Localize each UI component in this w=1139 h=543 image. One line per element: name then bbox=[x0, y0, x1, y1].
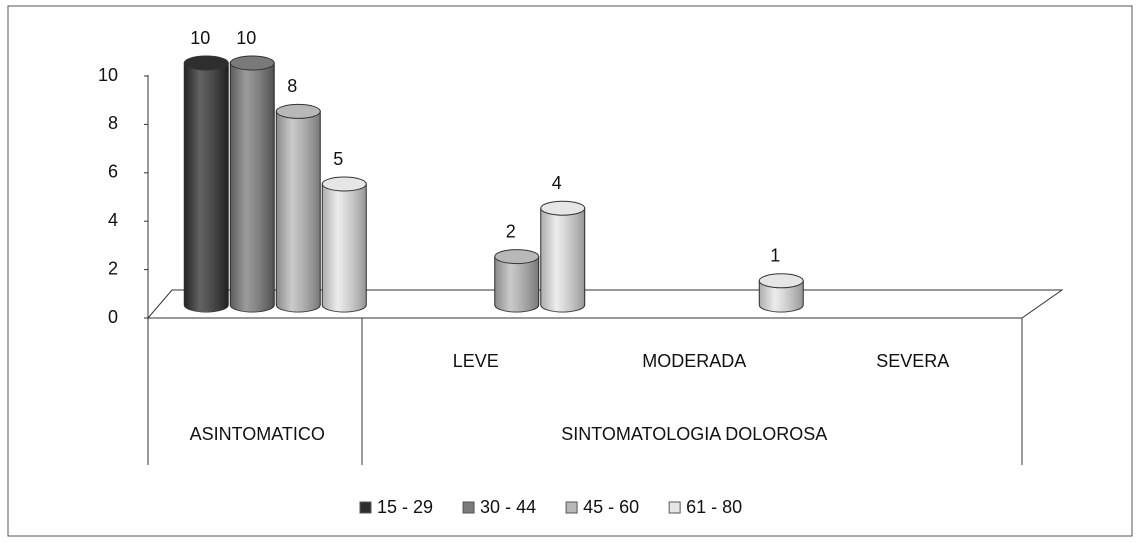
x-tick-label: MODERADA bbox=[642, 351, 746, 371]
bar-part bbox=[494, 249, 540, 265]
bar-part bbox=[494, 256, 539, 312]
bar bbox=[758, 273, 804, 313]
bar-part bbox=[759, 280, 804, 312]
bar bbox=[275, 103, 321, 313]
bar bbox=[183, 55, 229, 313]
group-label: ASINTOMATICO bbox=[190, 424, 325, 444]
bar-part bbox=[183, 55, 229, 71]
legend-swatch bbox=[565, 501, 578, 514]
legend-swatch bbox=[668, 501, 681, 514]
data-label: 5 bbox=[333, 149, 343, 169]
bar-part bbox=[184, 63, 229, 312]
bar bbox=[540, 200, 586, 313]
data-label: 2 bbox=[506, 221, 516, 241]
data-label: 10 bbox=[190, 28, 210, 48]
bar-part bbox=[540, 200, 586, 216]
bar-part bbox=[276, 111, 321, 313]
x-tick-label: SEVERA bbox=[876, 351, 949, 371]
y-tick-label: 0 bbox=[108, 307, 118, 327]
data-label: 1 bbox=[770, 246, 780, 266]
y-tick-label: 4 bbox=[108, 210, 118, 230]
data-label: 10 bbox=[236, 28, 256, 48]
legend-swatch bbox=[462, 501, 475, 514]
data-label: 4 bbox=[552, 173, 562, 193]
y-tick-label: 2 bbox=[108, 258, 118, 278]
bar-part bbox=[322, 184, 367, 312]
legend-label: 30 - 44 bbox=[480, 497, 536, 517]
bar-part bbox=[758, 273, 804, 289]
bar-part bbox=[275, 103, 321, 119]
bar bbox=[321, 176, 367, 313]
bar bbox=[494, 249, 540, 313]
y-tick-label: 6 bbox=[108, 162, 118, 182]
x-tick-label: LEVE bbox=[453, 351, 499, 371]
legend-label: 15 - 29 bbox=[377, 497, 433, 517]
legend-swatch bbox=[359, 501, 372, 514]
bar-part bbox=[540, 208, 585, 312]
group-label: SINTOMATOLOGIA DOLOROSA bbox=[561, 424, 827, 444]
data-label: 8 bbox=[287, 76, 297, 96]
legend-label: 45 - 60 bbox=[583, 497, 639, 517]
bar-part bbox=[229, 55, 275, 71]
bar bbox=[229, 55, 275, 313]
bar-part bbox=[230, 63, 275, 312]
y-tick-label: 8 bbox=[108, 113, 118, 133]
floor bbox=[146, 289, 1064, 319]
frame bbox=[7, 5, 1133, 537]
bar-part bbox=[321, 176, 367, 192]
legend-label: 61 - 80 bbox=[686, 497, 742, 517]
y-tick-label: 10 bbox=[98, 65, 118, 85]
